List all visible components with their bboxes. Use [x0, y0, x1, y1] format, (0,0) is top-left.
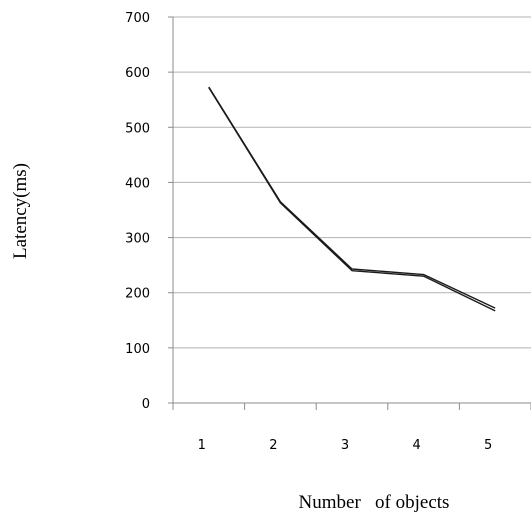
- y-tick-label-700: 700: [125, 11, 150, 26]
- y-axis-title: Latency(ms): [10, 163, 31, 259]
- series-line-1: [208, 86, 496, 309]
- x-tick-label-5: 5: [484, 438, 492, 453]
- x-tick-label-3: 3: [341, 438, 349, 453]
- y-tick-label-300: 300: [125, 232, 150, 247]
- y-tick-label-100: 100: [125, 342, 150, 357]
- y-tick-label-0: 0: [142, 397, 150, 412]
- x-axis-title: Number of objects: [299, 492, 450, 513]
- gridlines: [173, 16, 531, 349]
- axes: [168, 16, 531, 410]
- x-tick-label-1: 1: [198, 438, 206, 453]
- y-tick-label-600: 600: [125, 66, 150, 81]
- series-line-2: [208, 87, 496, 312]
- y-tick-labels: 0 100 200 300 400 500 600 700: [125, 11, 150, 412]
- y-tick-label-200: 200: [125, 287, 150, 302]
- x-tick-labels: 1 2 3 4 5: [198, 438, 493, 453]
- series-lines: [208, 86, 496, 312]
- x-tick-label-2: 2: [269, 438, 277, 453]
- y-tick-label-500: 500: [125, 121, 150, 136]
- y-tick-label-400: 400: [125, 176, 150, 191]
- x-tick-label-4: 4: [412, 438, 420, 453]
